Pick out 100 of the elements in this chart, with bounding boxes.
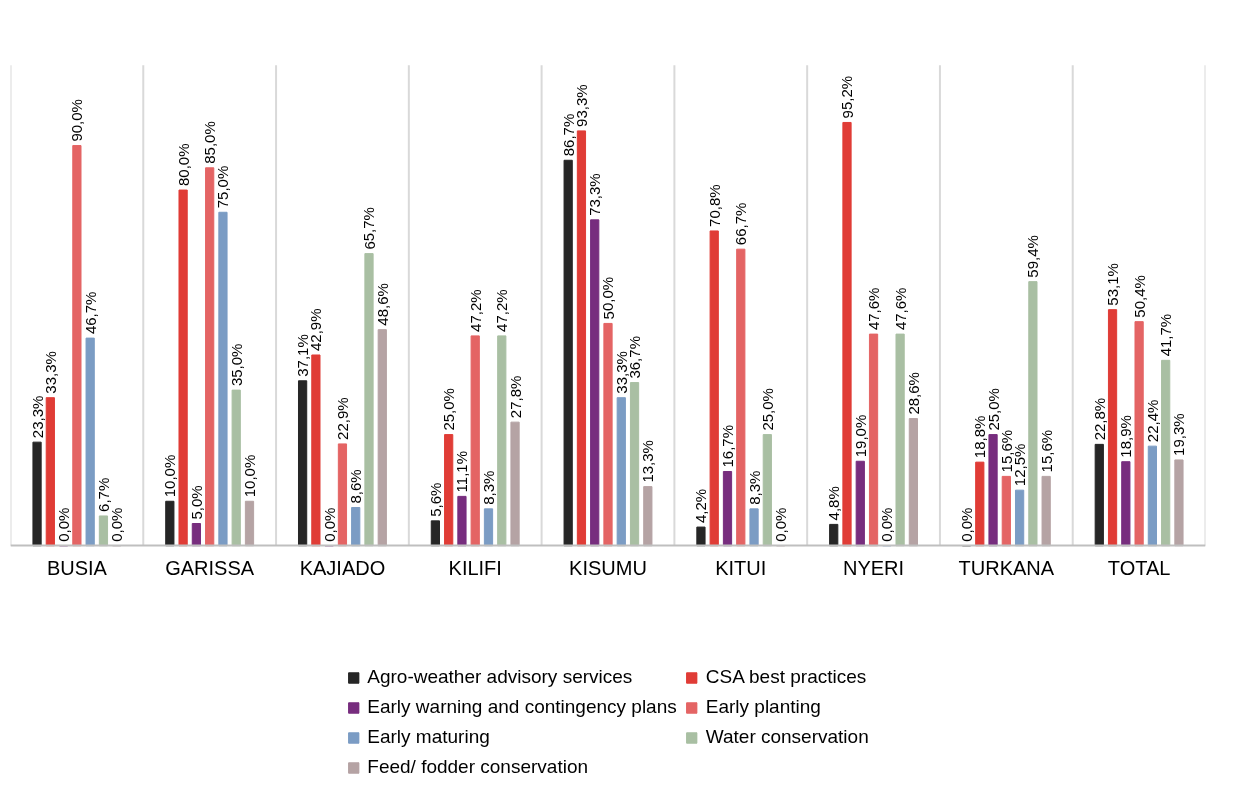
data-label: 25,0%: [758, 388, 776, 431]
data-label: 75,0%: [214, 165, 232, 209]
bar: [311, 354, 321, 547]
data-label: 10,0%: [241, 454, 258, 498]
bar: [98, 515, 109, 547]
data-label: 80,0%: [174, 143, 192, 187]
data-label: 50,4%: [1130, 275, 1148, 318]
bar: [736, 248, 746, 547]
data-label: 28,6%: [904, 372, 922, 415]
bar: [457, 495, 467, 547]
bar: [497, 335, 507, 547]
bar: [244, 500, 255, 547]
data-label: 19,3%: [1170, 413, 1188, 456]
bar: [85, 337, 95, 547]
bar: [191, 523, 201, 547]
bar: [470, 335, 480, 547]
bar: [1161, 359, 1171, 547]
data-label: 8,6%: [347, 469, 365, 504]
bar: [32, 441, 42, 547]
data-label: 16,7%: [719, 424, 736, 468]
bar: [165, 500, 175, 547]
legend-label: Water conservation: [705, 726, 869, 748]
data-label: 0,0%: [958, 507, 975, 542]
data-label: 27,8%: [506, 375, 524, 419]
legend-label: Early warning and contingency plans: [367, 696, 677, 718]
legend-label: Agro-weather advisory services: [367, 666, 633, 688]
data-label: 66,7%: [732, 202, 750, 246]
bar: [45, 397, 55, 547]
bar: [616, 397, 626, 547]
data-label: 35,0%: [227, 343, 245, 387]
data-label: 10,0%: [161, 454, 179, 498]
data-label: 86,7%: [559, 113, 577, 157]
data-label: 4,8%: [825, 486, 843, 521]
bar: [444, 434, 454, 547]
bar: [205, 167, 215, 547]
data-label: 48,6%: [373, 283, 391, 326]
data-label: 85,0%: [201, 121, 219, 164]
bar: [762, 434, 772, 547]
bar: [975, 461, 985, 547]
data-label: 8,3%: [480, 470, 497, 505]
x-tick-label: KILIFI: [448, 556, 502, 579]
data-label: 90,0%: [68, 99, 86, 142]
data-label: 53,1%: [1104, 263, 1122, 306]
bar: [1028, 281, 1038, 547]
data-label: 22,4%: [1143, 399, 1161, 443]
bar: [297, 380, 308, 547]
data-label: 0,0%: [55, 507, 73, 542]
bar: [908, 418, 919, 547]
bar: [1014, 489, 1025, 547]
bar: [483, 508, 494, 547]
data-label: 23,3%: [28, 395, 46, 439]
bar: [1121, 461, 1131, 547]
x-tick-label: BUSIA: [46, 556, 108, 579]
bar: [1174, 459, 1184, 547]
data-label: 41,7%: [1157, 313, 1175, 357]
legend-label: Early maturing: [367, 726, 490, 748]
x-tick-label: NYERI: [842, 556, 905, 579]
bar: [1001, 475, 1011, 547]
data-label: 46,7%: [81, 291, 99, 335]
bar: [643, 486, 653, 547]
data-label: 8,3%: [745, 470, 763, 505]
bar: [829, 523, 839, 547]
legend-label: Early planting: [705, 696, 821, 718]
bar: [749, 508, 759, 547]
data-label: 73,3%: [586, 173, 604, 216]
bar: [576, 130, 587, 547]
data-label: 0,0%: [878, 507, 896, 542]
data-label: 50,0%: [599, 276, 617, 320]
data-label: 13,3%: [639, 440, 657, 483]
data-label: 18,9%: [1117, 415, 1135, 458]
data-label: 47,2%: [493, 289, 511, 332]
bar: [868, 333, 879, 547]
data-label: 33,3%: [41, 351, 59, 394]
legend-label: Feed/ fodder conservation: [367, 756, 589, 778]
data-label: 15,6%: [1037, 429, 1055, 473]
x-tick-label: TOTAL: [1107, 556, 1171, 579]
bar: [722, 470, 733, 547]
legend-label: CSA best practices: [705, 666, 867, 688]
data-label: 70,8%: [705, 184, 723, 227]
bar: [1107, 309, 1118, 547]
bar: [988, 434, 998, 547]
data-label: 5,0%: [187, 485, 205, 520]
bar: [709, 230, 719, 547]
data-label: 15,6%: [997, 429, 1015, 473]
data-label: 59,4%: [1024, 235, 1042, 278]
bar: [1134, 321, 1144, 547]
bar: [590, 219, 600, 547]
bar: [1041, 475, 1051, 547]
bar: [855, 460, 865, 547]
bar: [510, 421, 520, 547]
data-label: 4,2%: [692, 488, 710, 524]
x-tick-label: KAJIADO: [299, 556, 386, 579]
data-label: 25,0%: [440, 388, 458, 431]
x-tick-label: KITUI: [715, 556, 767, 579]
bar: [351, 507, 361, 547]
data-label: 11,1%: [453, 450, 471, 493]
data-label: 0,0%: [320, 507, 338, 542]
bar: [895, 333, 905, 547]
data-label: 47,6%: [891, 287, 909, 331]
data-label: 5,6%: [426, 482, 444, 517]
